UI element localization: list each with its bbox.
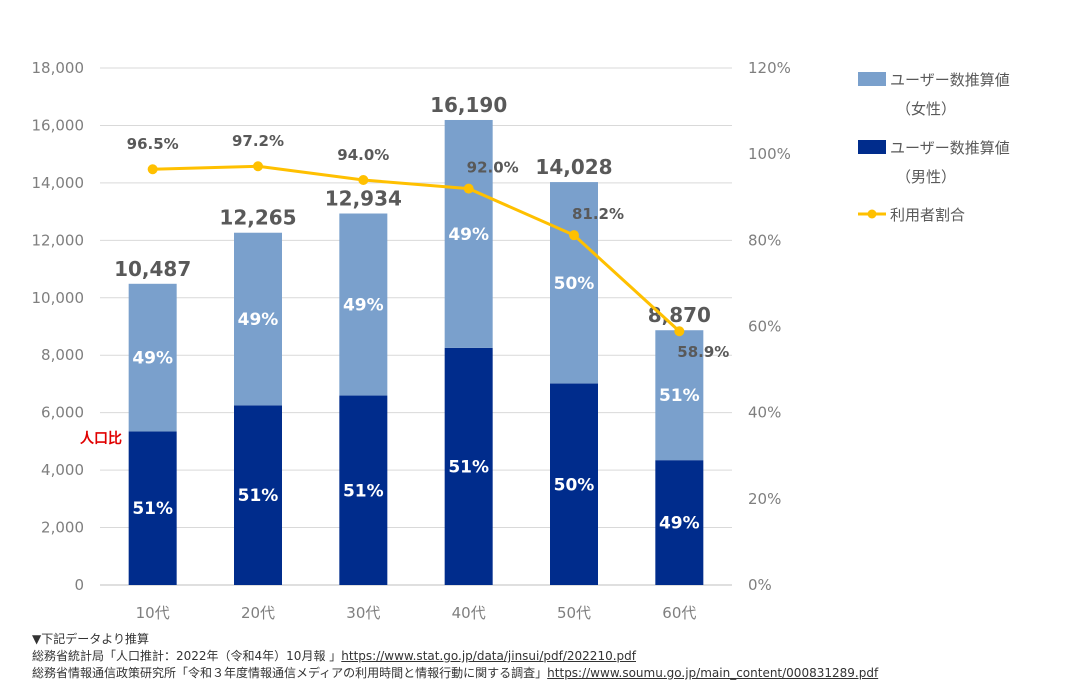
bar-total-label: 14,028 (535, 155, 612, 179)
bar-segment-label: 51% (448, 457, 489, 477)
line-point (674, 326, 685, 337)
bar-total-label: 16,190 (430, 93, 507, 117)
legend-swatch-female (858, 72, 886, 86)
y-tick-label: 8,000 (41, 346, 84, 364)
bar-segment-label: 51% (238, 486, 279, 506)
bar-segment (444, 347, 493, 585)
legend-swatch-male (858, 140, 886, 154)
source-2-text: 総務省情報通信政策研究所「令和３年度情報通信メディアの利用時間と情報行動に関する… (32, 666, 548, 680)
source-heading: ▼下記データより推算 (32, 632, 149, 646)
source-2-link[interactable]: https://www.soumu.go.jp/main_content/000… (547, 666, 879, 680)
y-tick-label: 10,000 (32, 289, 85, 307)
y-tick-label: 18,000 (32, 59, 85, 77)
legend: ユーザー数推算値 （女性） ユーザー数推算値 （男性） 利用者割合 (858, 71, 1010, 224)
line-path (152, 164, 681, 333)
x-tick-label: 10代 (136, 604, 170, 622)
x-tick-label: 60代 (662, 604, 696, 622)
line-point (569, 230, 579, 241)
y-tick-label: 12,000 (32, 231, 85, 249)
line-data-label: 81.2% (572, 205, 624, 223)
source-1-text: 総務省統計局「人口推計：2022年（令和4年）10月報 」 (32, 649, 342, 663)
line-data-label: 96.5% (127, 135, 179, 153)
population-ratio-annotation: 人口比 (80, 431, 122, 447)
bar-segment (655, 330, 704, 461)
legend-label: （男性） (896, 168, 956, 186)
bar-segment (234, 232, 282, 406)
bar-segment-label: 51% (132, 499, 173, 519)
legend-line-marker (867, 209, 877, 219)
bar-segment-label: 51% (659, 386, 700, 406)
bar-segment (234, 405, 282, 585)
source-line-1: 総務省統計局「人口推計：2022年（令和4年）10月報 」https://www… (32, 648, 636, 664)
legend-label: ユーザー数推算値 (890, 139, 1010, 157)
x-tick-label: 50代 (557, 604, 591, 622)
line-data-label: 97.2% (232, 132, 284, 150)
line-data-label: 94.0% (337, 146, 389, 164)
y-tick-label: 14,000 (32, 174, 85, 192)
y2-tick-label: 20% (748, 490, 781, 508)
y-tick-label: 4,000 (41, 461, 84, 479)
bar-segment-label: 50% (554, 475, 595, 495)
bar-total-label: 8,870 (648, 303, 711, 327)
bar-segment-label: 49% (448, 225, 489, 245)
x-tick-label: 30代 (346, 604, 380, 622)
bar-segment (655, 460, 704, 585)
bar-segment-label: 51% (343, 481, 384, 501)
y-tick-label: 0 (74, 576, 84, 594)
y2-tick-label: 100% (748, 145, 791, 163)
bar-segment-label: 49% (659, 514, 700, 534)
source-line-2: 総務省情報通信政策研究所「令和３年度情報通信メディアの利用時間と情報行動に関する… (32, 665, 878, 681)
line-point (147, 164, 158, 175)
bar-segment (128, 283, 177, 432)
x-tick-label: 20代 (241, 604, 275, 622)
bar-segment (128, 431, 177, 585)
bar-segment (550, 182, 598, 384)
y2-tick-label: 80% (748, 231, 781, 249)
bar-total-label: 10,487 (114, 257, 191, 281)
usage-rate-line: 96.5% 97.2% 94.0% 92.0% 81.2% 58.9% (127, 132, 730, 361)
y2-tick-label: 60% (748, 318, 781, 336)
y-tick-label: 2,000 (41, 519, 84, 537)
y-tick-label: 6,000 (41, 404, 84, 422)
legend-label: 利用者割合 (890, 206, 965, 224)
y-axis-left: 0 2,000 4,000 6,000 8,000 10,000 12,000 14,000 1… (32, 59, 85, 594)
y2-tick-label: 120% (748, 59, 791, 77)
bar-segment (550, 383, 598, 585)
line-data-label: 58.9% (677, 343, 729, 361)
bar-segment-label: 50% (554, 274, 595, 294)
y-axis-right: 0% 20% 40% 60% 80% 100% 120% (748, 59, 791, 594)
y2-tick-label: 0% (748, 576, 772, 594)
line-point (463, 183, 474, 194)
bars: 51% 49% 10,487 51% 49% 12,265 51% 49% 12,934 51% 4… (114, 93, 711, 585)
bar-segment (444, 119, 493, 348)
gridlines (100, 67, 732, 586)
bar-segment-label: 49% (343, 296, 384, 316)
x-tick-label: 40代 (452, 604, 486, 622)
line-point (358, 175, 369, 186)
source-1-link[interactable]: https://www.stat.go.jp/data/jinsui/pdf/2… (341, 649, 636, 663)
bar-segment-label: 49% (238, 310, 279, 330)
legend-label: （女性） (896, 100, 956, 118)
y-tick-label: 16,000 (32, 116, 85, 134)
chart: 0 2,000 4,000 6,000 8,000 10,000 12,000 14,000 1… (32, 59, 1010, 622)
bar-segment-label: 49% (132, 349, 173, 369)
bar-segment (339, 213, 388, 396)
line-point (253, 161, 263, 172)
legend-label: ユーザー数推算値 (890, 71, 1010, 89)
bar-total-label: 12,265 (219, 206, 296, 230)
line-data-label: 92.0% (467, 159, 519, 177)
y2-tick-label: 40% (748, 404, 781, 422)
bar-segment (339, 395, 388, 585)
bar-total-label: 12,934 (325, 187, 402, 211)
x-axis: 10代 20代 30代 40代 50代 60代 (136, 604, 697, 622)
